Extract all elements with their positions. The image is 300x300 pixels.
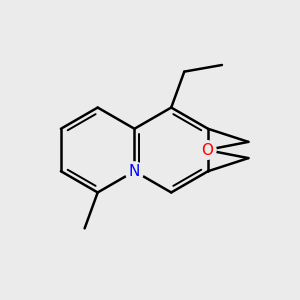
Circle shape	[197, 141, 216, 159]
Circle shape	[125, 162, 144, 181]
Text: O: O	[201, 142, 213, 158]
Text: N: N	[129, 164, 140, 179]
